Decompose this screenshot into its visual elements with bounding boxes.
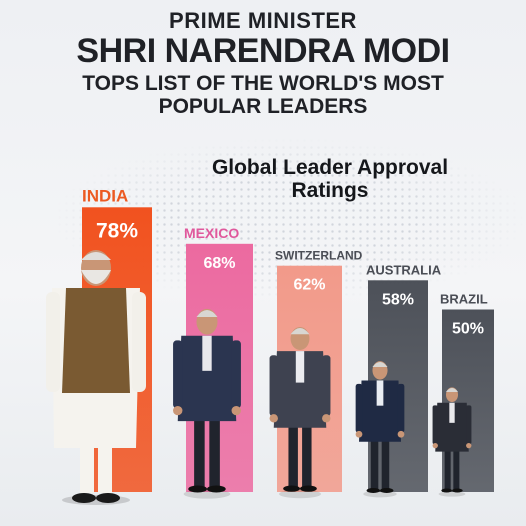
- chart-title: Global Leader Approval Ratings: [211, 156, 449, 202]
- headline-line-3: TOPS LIST OF THE WORLD'S MOST POPULAR LE…: [0, 72, 526, 118]
- value-label-switzerland: 62%: [293, 277, 325, 294]
- value-label-brazil: 50%: [452, 321, 484, 338]
- category-label-mexico: MEXICO: [184, 225, 239, 241]
- headline-line-3a: TOPS LIST OF THE WORLD'S MOST: [82, 72, 444, 95]
- headline-line-1: PRIME MINISTER: [169, 8, 357, 33]
- leader-figure-mexico-icon: [173, 308, 241, 499]
- value-label-australia: 58%: [382, 291, 414, 308]
- category-label-australia: AUSTRALIA: [366, 262, 442, 277]
- category-label-india: INDIA: [82, 186, 128, 205]
- leader-figure-switzerland-icon: [269, 326, 331, 499]
- headline-line-3b: POPULAR LEADERS: [158, 95, 368, 118]
- leader-figure-india-icon: [46, 250, 146, 505]
- category-label-switzerland: SWITZERLAND: [275, 249, 363, 263]
- leader-figure-brazil-icon: [432, 387, 472, 497]
- value-label-mexico: 68%: [203, 255, 235, 272]
- leader-figure-australia-icon: [355, 361, 405, 498]
- category-label-brazil: BRAZIL: [440, 292, 488, 307]
- headline-name: SHRI NARENDRA MODI: [76, 32, 450, 70]
- value-label-india: 78%: [96, 219, 138, 242]
